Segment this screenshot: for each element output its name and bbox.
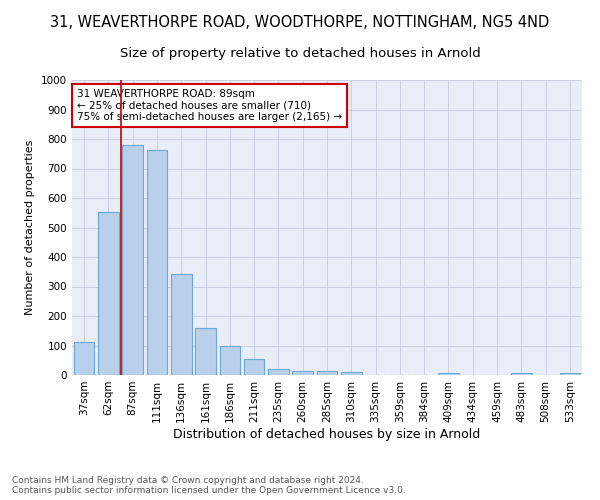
Bar <box>171 274 191 375</box>
Bar <box>244 360 265 375</box>
Bar <box>438 372 459 375</box>
Bar <box>268 369 289 375</box>
Bar <box>317 371 337 375</box>
Text: Size of property relative to detached houses in Arnold: Size of property relative to detached ho… <box>119 48 481 60</box>
Bar <box>511 372 532 375</box>
X-axis label: Distribution of detached houses by size in Arnold: Distribution of detached houses by size … <box>173 428 481 440</box>
Bar <box>220 346 240 375</box>
Text: 31 WEAVERTHORPE ROAD: 89sqm
← 25% of detached houses are smaller (710)
75% of se: 31 WEAVERTHORPE ROAD: 89sqm ← 25% of det… <box>77 89 342 122</box>
Bar <box>146 150 167 375</box>
Bar <box>341 372 362 375</box>
Y-axis label: Number of detached properties: Number of detached properties <box>25 140 35 315</box>
Text: Contains HM Land Registry data © Crown copyright and database right 2024.
Contai: Contains HM Land Registry data © Crown c… <box>12 476 406 495</box>
Bar <box>292 371 313 375</box>
Text: 31, WEAVERTHORPE ROAD, WOODTHORPE, NOTTINGHAM, NG5 4ND: 31, WEAVERTHORPE ROAD, WOODTHORPE, NOTTI… <box>50 15 550 30</box>
Bar <box>560 372 580 375</box>
Bar <box>74 342 94 375</box>
Bar <box>122 146 143 375</box>
Bar <box>195 328 216 375</box>
Bar <box>98 212 119 375</box>
